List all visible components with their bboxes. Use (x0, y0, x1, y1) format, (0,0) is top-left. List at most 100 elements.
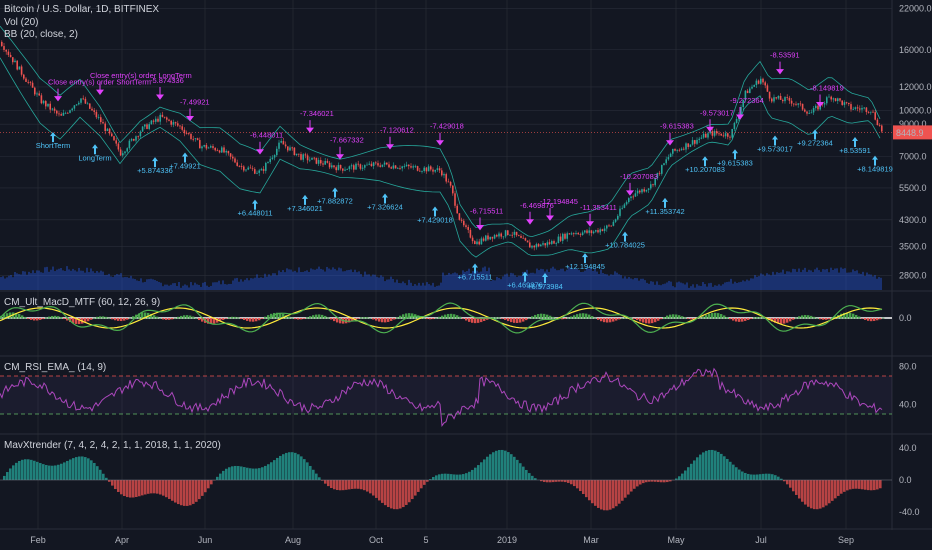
volume-bar (792, 268, 794, 290)
volume-bar (66, 266, 68, 290)
volume-bar (288, 269, 290, 290)
volume-bar (710, 282, 712, 290)
trend-histogram-bar (354, 480, 357, 489)
candle-body (711, 131, 714, 136)
candle-body (632, 196, 634, 198)
volume-bar (236, 277, 238, 290)
volume-bar (550, 268, 552, 290)
candle-body (144, 124, 146, 127)
volume-bar (64, 270, 66, 290)
macd-histogram-bar (507, 318, 510, 322)
candle-body (161, 114, 164, 117)
macd-histogram-bar (462, 318, 465, 319)
macd-histogram-bar (378, 318, 381, 322)
volume-bar (382, 276, 384, 290)
macd-histogram-bar (870, 318, 873, 322)
macd-histogram-bar (726, 317, 729, 319)
candle-body (881, 125, 883, 132)
candle-body (460, 219, 463, 221)
candle-body (256, 172, 258, 174)
macd-histogram-bar (288, 316, 291, 319)
macd-panel-label: CM_Ult_MacD_MTF (60, 12, 26, 9) (4, 297, 160, 308)
trend-histogram-bar (381, 480, 384, 503)
volume-bar (24, 271, 26, 290)
candle-body (867, 112, 870, 113)
trend-histogram-bar (555, 480, 558, 482)
volume-bar (670, 281, 672, 290)
macd-histogram-bar (315, 314, 318, 319)
candle-body (386, 162, 388, 165)
macd-histogram-bar (699, 317, 702, 319)
macd-histogram-bar (567, 317, 570, 319)
volume-bar (30, 273, 32, 290)
volume-bar (188, 287, 190, 290)
volume-bar (122, 277, 124, 290)
candle-body (720, 133, 722, 136)
volume-bar (866, 272, 868, 290)
macd-histogram-bar (456, 315, 459, 319)
trend-histogram-bar (21, 459, 24, 480)
volume-bar (2, 276, 4, 290)
macd-histogram-bar (39, 318, 42, 320)
volume-bar (502, 276, 504, 290)
volume-bar (278, 270, 280, 290)
short-arrow-icon (526, 211, 534, 225)
candle-body (498, 233, 500, 237)
short-arrow-icon (306, 120, 314, 133)
volume-bar (46, 266, 48, 290)
macd-histogram-bar (348, 318, 351, 323)
long-arrow-icon (852, 137, 858, 148)
candle-body (777, 95, 780, 99)
candle-body (62, 112, 65, 116)
trend-histogram-bar (165, 480, 168, 498)
macd-histogram-bar (561, 318, 564, 320)
trend-histogram-bar (150, 480, 153, 494)
candle-body (830, 96, 832, 100)
macd-histogram-bar (603, 318, 606, 323)
macd-histogram-bar (375, 318, 378, 321)
macd-histogram-bar (36, 318, 39, 321)
volume-bar (358, 271, 360, 290)
volume-bar (174, 283, 176, 290)
candle-body (476, 241, 478, 245)
candle-body (309, 159, 311, 161)
volume-bar (586, 267, 588, 290)
macd-histogram-bar (282, 313, 285, 319)
trend-histogram-bar (321, 480, 324, 481)
candle-body (97, 117, 100, 119)
volume-bar (350, 269, 352, 290)
candle-body (262, 169, 265, 171)
candle-body (698, 138, 700, 140)
macd-histogram-bar (861, 318, 864, 319)
macd-histogram-bar (390, 318, 393, 321)
volume-bar (582, 271, 584, 290)
trend-histogram-bar (243, 467, 246, 480)
candle-body (676, 149, 678, 151)
macd-histogram-bar (444, 314, 447, 319)
volume-bar (206, 285, 208, 290)
volume-bar (588, 268, 590, 290)
volume-bar (416, 285, 418, 290)
trend-histogram-bar (543, 480, 546, 482)
candle-body (300, 154, 302, 160)
candle-body (786, 97, 788, 98)
short-arrow-icon (626, 182, 634, 196)
candle-body (515, 231, 518, 236)
trend-histogram-bar (294, 452, 297, 480)
volume-bar (522, 271, 524, 290)
volume-bar (678, 281, 680, 290)
candle-body (575, 232, 577, 234)
candle-body (775, 97, 777, 99)
short-arrow-icon (586, 213, 594, 227)
volume-bar (118, 274, 120, 290)
volume-bar (772, 271, 774, 290)
trend-histogram-bar (174, 480, 177, 503)
volume-bar (868, 274, 870, 290)
candle-body (342, 168, 344, 171)
macd-histogram-bar (738, 318, 741, 322)
macd-histogram-bar (864, 318, 867, 320)
trend-tick-label: -40.0 (899, 507, 920, 517)
volume-bar (776, 272, 778, 290)
volume-bar (280, 272, 282, 290)
